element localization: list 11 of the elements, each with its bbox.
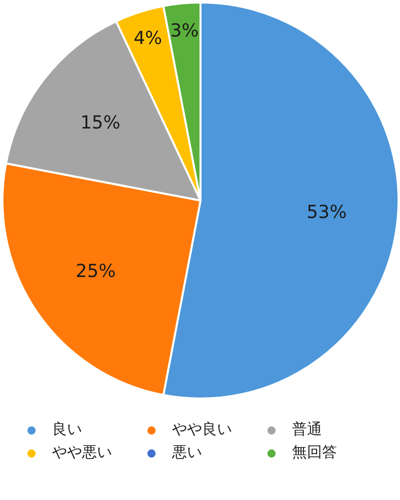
data-label: 3% — [170, 20, 199, 42]
legend-label: やや良い — [172, 420, 233, 439]
data-label: 53% — [306, 202, 347, 223]
legend-label: 良い — [52, 420, 83, 439]
data-label: 15% — [80, 112, 120, 134]
data-label: 25% — [76, 261, 116, 282]
legend-label: やや悪い — [52, 443, 113, 462]
legend-label: 悪い — [172, 443, 203, 462]
data-label: 4% — [134, 28, 162, 50]
legend-label: 普通 — [292, 420, 323, 439]
legend-label: 無回答 — [292, 443, 338, 462]
